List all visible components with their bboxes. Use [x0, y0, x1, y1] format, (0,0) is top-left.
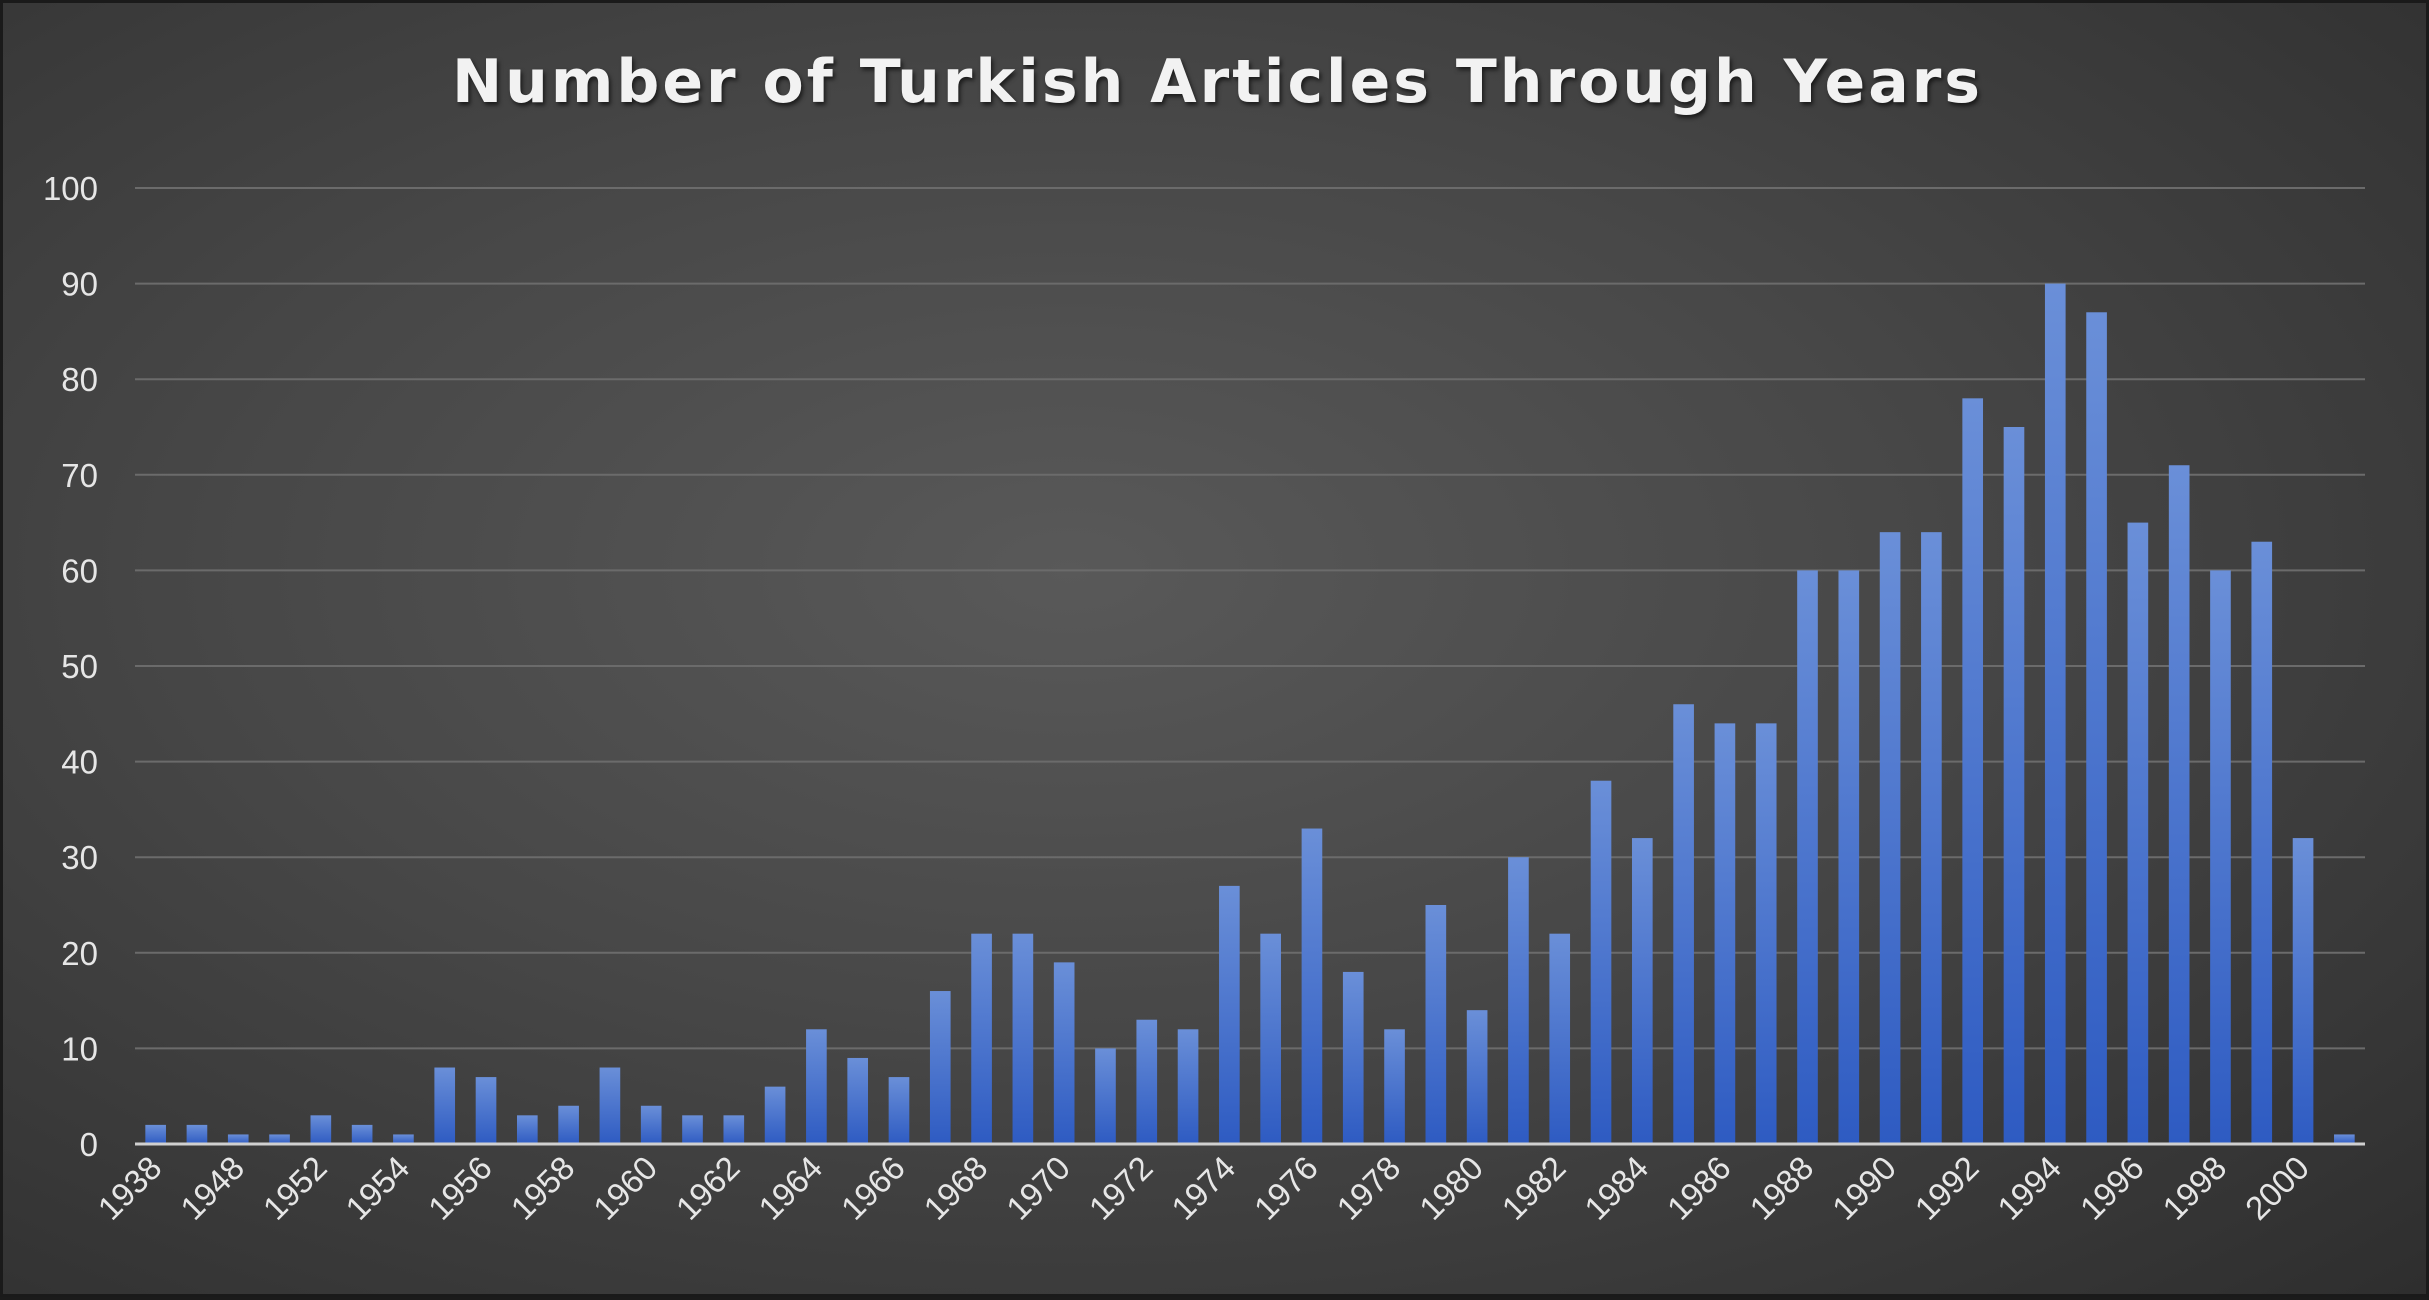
- x-tick-label: 1988: [1742, 1149, 1820, 1227]
- x-tick-label: 1984: [1577, 1149, 1655, 1227]
- y-tick-label: 30: [61, 839, 98, 876]
- y-tick-label: 90: [61, 266, 98, 303]
- bar: [1673, 704, 1694, 1144]
- bar: [929, 991, 951, 1144]
- bar: [2168, 465, 2190, 1144]
- y-tick-label: 40: [61, 744, 98, 781]
- x-tick-label: 1994: [1990, 1149, 2068, 1227]
- bar: [227, 1134, 249, 1144]
- bar: [599, 1067, 621, 1144]
- bar: [806, 1029, 827, 1144]
- bar: [2292, 838, 2314, 1144]
- bar: [1797, 570, 1818, 1144]
- x-tick-label: 1956: [421, 1149, 499, 1227]
- x-tick-label: 1978: [1329, 1149, 1407, 1227]
- x-tick-label: 1998: [2155, 1149, 2233, 1227]
- x-tick-label: 1968: [916, 1149, 994, 1227]
- y-axis-tick-labels: 0 10 20 30 40 50 60 70 80 90 100: [43, 170, 98, 1163]
- bar: [1838, 570, 1860, 1144]
- bar: [516, 1115, 538, 1144]
- x-tick-label: 1992: [1908, 1149, 1986, 1227]
- x-tick-label: 1964: [751, 1149, 829, 1227]
- y-tick-label: 20: [61, 935, 98, 972]
- bar: [1177, 1029, 1199, 1144]
- x-tick-label: 1982: [1495, 1149, 1573, 1227]
- bar: [1384, 1029, 1405, 1144]
- bar: [1260, 933, 1281, 1144]
- bar: [2334, 1134, 2355, 1144]
- bar: [475, 1077, 497, 1144]
- bar: [558, 1105, 579, 1144]
- x-tick-label: 1958: [503, 1149, 581, 1227]
- bar: [1590, 780, 1612, 1144]
- x-tick-label: 1990: [1825, 1149, 1903, 1227]
- bar: [1631, 838, 1653, 1144]
- x-tick-label: 1952: [256, 1149, 334, 1227]
- bar: [1012, 933, 1034, 1144]
- chart-title: Number of Turkish Articles Through Years: [451, 47, 1984, 117]
- y-tick-label: 0: [80, 1126, 98, 1163]
- bar: [2003, 427, 2025, 1144]
- x-tick-label: 1986: [1660, 1149, 1738, 1227]
- x-tick-label: 1962: [669, 1149, 747, 1227]
- bar: [971, 933, 992, 1144]
- bar: [1466, 1010, 1488, 1144]
- bar: [1095, 1048, 1116, 1144]
- bar: [1301, 828, 1323, 1144]
- x-tick-label: 1972: [1082, 1149, 1160, 1227]
- bar: [351, 1124, 373, 1144]
- bar: [310, 1115, 332, 1144]
- bar: [2044, 283, 2066, 1145]
- bar: [640, 1105, 662, 1144]
- y-tick-label: 70: [61, 457, 98, 494]
- bar: [1136, 1019, 1158, 1144]
- bar: [1962, 398, 1984, 1144]
- bar: [1342, 971, 1364, 1144]
- bar: [1921, 532, 1942, 1144]
- x-tick-label: 1960: [586, 1149, 664, 1227]
- bar: [2251, 541, 2273, 1144]
- x-axis-tick-labels: 1938 1948 1952 1954 1956 1958 1960 1962 1964 1966…: [91, 1149, 2316, 1227]
- bar: [1053, 962, 1075, 1144]
- bar: [1425, 905, 1447, 1144]
- y-tick-label: 50: [61, 648, 98, 685]
- bar: [888, 1077, 910, 1144]
- x-tick-label: 1974: [1164, 1149, 1242, 1227]
- bar: [434, 1067, 456, 1144]
- bar: [1549, 933, 1571, 1144]
- x-tick-label: 1980: [1412, 1149, 1490, 1227]
- bars: [145, 283, 2355, 1145]
- bar: [2210, 570, 2231, 1144]
- bar: [1219, 885, 1240, 1144]
- bar: [186, 1124, 208, 1144]
- x-tick-label: 1970: [999, 1149, 1077, 1227]
- bar: [1879, 532, 1901, 1144]
- gridlines: [135, 187, 2365, 1050]
- bar: [2086, 312, 2107, 1144]
- bar: [764, 1086, 786, 1144]
- bar: [723, 1115, 745, 1144]
- x-tick-label: 2000: [2238, 1149, 2316, 1227]
- bar: [1508, 857, 1529, 1144]
- x-tick-label: 1954: [338, 1149, 416, 1227]
- bar: [145, 1124, 166, 1144]
- bar: [682, 1115, 703, 1144]
- x-tick-label: 1966: [834, 1149, 912, 1227]
- x-tick-label: 1976: [1247, 1149, 1325, 1227]
- y-tick-label: 100: [43, 170, 98, 207]
- bar: [2127, 522, 2149, 1144]
- x-tick-label: 1996: [2073, 1149, 2151, 1227]
- y-tick-label: 10: [61, 1030, 98, 1067]
- x-tick-label: 1948: [173, 1149, 251, 1227]
- bar: [393, 1134, 414, 1144]
- y-tick-label: 60: [61, 552, 98, 589]
- bar: [1714, 723, 1736, 1144]
- x-tick-label: 1938: [91, 1149, 169, 1227]
- y-tick-label: 80: [61, 361, 98, 398]
- bar: [1755, 723, 1777, 1144]
- bar: [269, 1134, 290, 1144]
- bar: [847, 1057, 869, 1144]
